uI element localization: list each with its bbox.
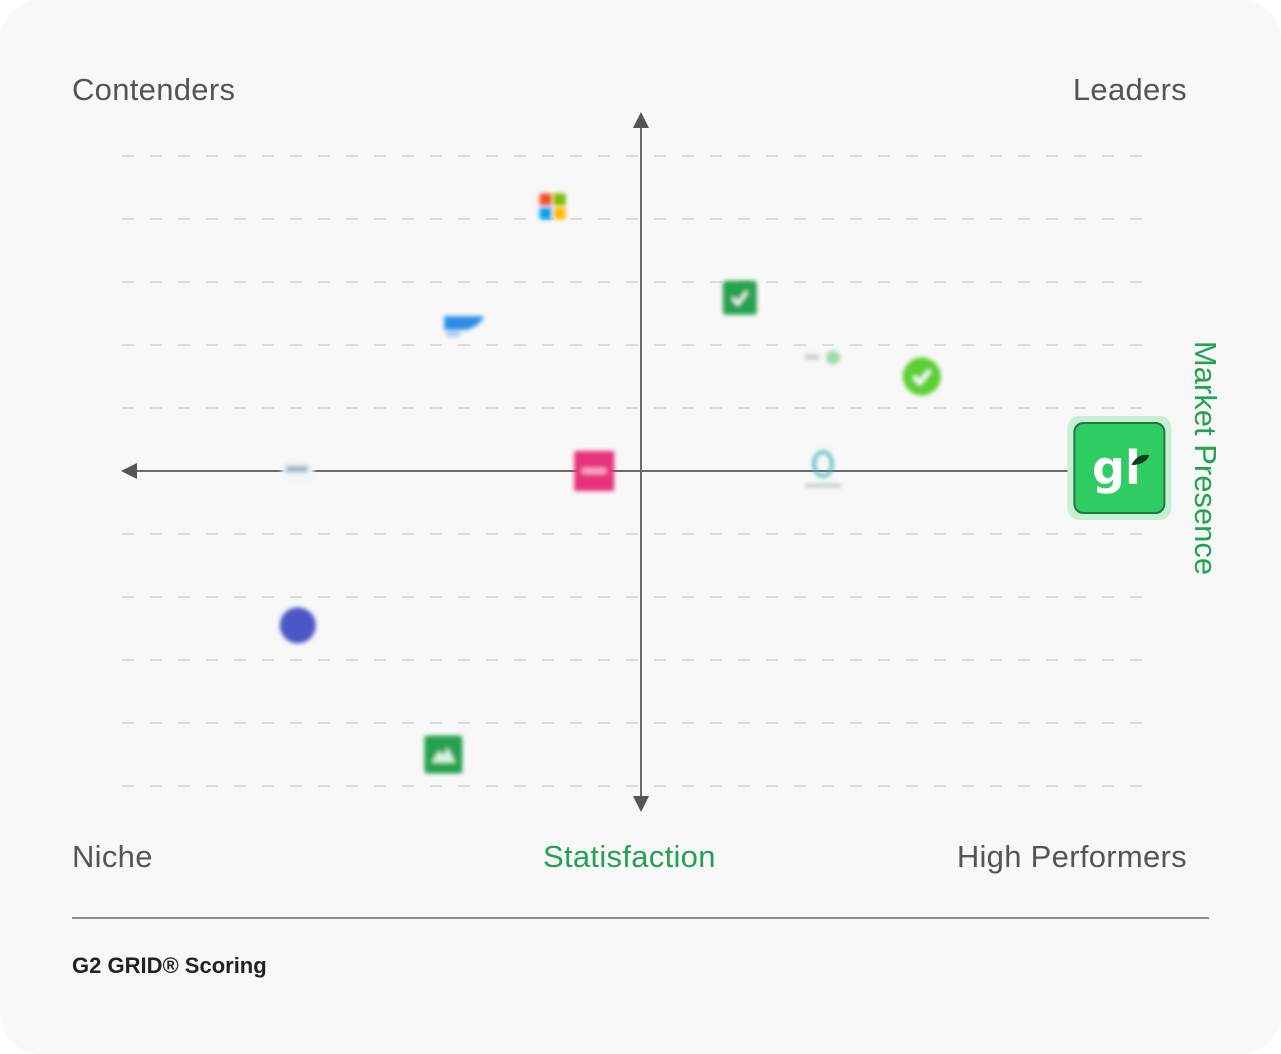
- quadrant-label-contenders: Contenders: [72, 72, 236, 107]
- x-axis-label: Statisfaction: [543, 839, 716, 874]
- microsoft-logo: [539, 193, 566, 220]
- quadrant-label-niche: Niche: [72, 839, 153, 874]
- gridlines: [122, 155, 1150, 787]
- indigo-circle-logo: [279, 607, 316, 644]
- gl-logo-label: gl: [1092, 441, 1141, 495]
- green-check-circle-logo: [902, 357, 941, 396]
- blue-product-logo: [444, 316, 485, 337]
- pink-product-logo: [574, 451, 615, 491]
- product-markers: gl: [279, 193, 1172, 774]
- quadrant-label-leaders: Leaders: [1072, 72, 1187, 107]
- teal-product-logo: [805, 450, 841, 487]
- green-check-square-logo: [722, 280, 757, 315]
- x-axis-arrow-left-icon: [121, 463, 137, 479]
- green-mountain-logo: [424, 735, 463, 774]
- grey-product-logo: [281, 461, 314, 481]
- quadrant-label-high-performers: High Performers: [956, 839, 1187, 874]
- footer-divider: [72, 917, 1209, 919]
- y-axis-arrow-down-icon: [633, 796, 649, 812]
- faded-product-logo: [805, 350, 840, 365]
- gl-logo: gl: [1067, 416, 1172, 520]
- footer-title: G2 GRID® Scoring: [72, 953, 267, 978]
- y-axis-arrow-up-icon: [633, 112, 649, 128]
